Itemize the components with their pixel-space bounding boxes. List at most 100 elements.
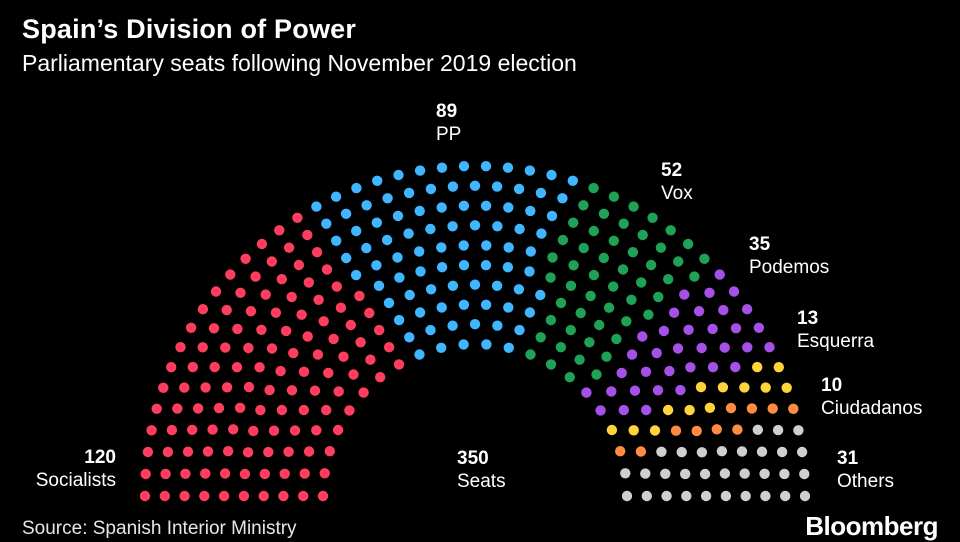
seat-socialists xyxy=(274,225,285,236)
seat-socialists xyxy=(374,324,385,336)
seat-others xyxy=(641,490,652,502)
seat-socialists xyxy=(197,304,209,315)
seat-pp xyxy=(524,307,536,318)
seat-ciudadanos xyxy=(691,425,702,437)
seat-pp xyxy=(525,246,536,257)
seat-ciudadanos xyxy=(711,424,722,435)
seat-podemos xyxy=(719,342,730,353)
seat-socialists xyxy=(299,468,310,479)
seat-socialists xyxy=(263,446,274,458)
seat-pp xyxy=(414,349,425,360)
seat-ciudadanos xyxy=(635,446,647,457)
seat-socialists xyxy=(393,359,405,370)
seat-socialists xyxy=(234,402,246,413)
seat-pp xyxy=(414,246,425,257)
seat-others xyxy=(681,490,692,502)
seat-socialists xyxy=(175,342,186,353)
seat-ciudadanos xyxy=(732,424,743,435)
seat-socialists xyxy=(321,264,333,275)
seat-esquerra xyxy=(760,382,771,393)
chart-title: Spain’s Division of Power xyxy=(22,14,357,44)
seat-socialists xyxy=(364,307,375,319)
seat-others xyxy=(696,447,708,458)
seat-ciudadanos xyxy=(767,403,778,414)
seat-socialists xyxy=(345,319,356,331)
seat-pp xyxy=(425,284,437,295)
seat-pp xyxy=(481,339,492,350)
seat-vox xyxy=(608,191,620,202)
seat-podemos xyxy=(652,385,664,396)
seat-others xyxy=(656,446,667,457)
seat-pp xyxy=(447,221,458,232)
seat-socialists xyxy=(228,424,239,435)
seat-pp xyxy=(340,208,352,219)
label-ciudadanos-name: Ciudadanos xyxy=(821,398,923,419)
seat-socialists xyxy=(221,304,232,316)
seat-socialists xyxy=(321,404,332,416)
label-podemos-name: Podemos xyxy=(749,257,830,278)
seat-pp xyxy=(415,266,426,277)
seat-others xyxy=(699,468,711,480)
seat-vox xyxy=(555,297,567,309)
seat-pp xyxy=(492,221,503,232)
seat-ciudadanos xyxy=(788,403,799,414)
seat-pp xyxy=(469,319,481,330)
seat-socialists xyxy=(303,277,314,288)
seat-others xyxy=(700,490,712,502)
label-ciudadanos: 10 Ciudadanos xyxy=(821,374,922,420)
seat-socialists xyxy=(221,382,233,393)
seat-vox xyxy=(591,369,602,380)
seat-socialists xyxy=(311,247,323,258)
seat-socialists xyxy=(243,381,255,393)
seat-socialists xyxy=(268,425,280,436)
seat-socialists xyxy=(264,384,275,396)
seat-socialists xyxy=(298,490,309,502)
seat-pp xyxy=(404,289,415,301)
seat-vox xyxy=(584,337,595,348)
seat-podemos xyxy=(606,386,617,397)
seat-vox xyxy=(682,238,694,250)
seat-others xyxy=(756,446,768,457)
seat-others xyxy=(799,490,811,502)
seat-esquerra xyxy=(662,404,674,416)
seat-vox xyxy=(647,212,658,223)
label-others-value: 31 xyxy=(837,448,859,469)
seat-vox xyxy=(565,324,576,336)
seat-pp xyxy=(567,175,578,186)
seat-socialists xyxy=(209,361,220,373)
seat-pp xyxy=(503,202,514,213)
seat-socialists xyxy=(259,468,270,480)
seat-esquerra xyxy=(752,361,763,373)
seat-socialists xyxy=(139,490,151,502)
seat-socialists xyxy=(179,382,190,393)
chart-subtitle: Parliamentary seats following November 2… xyxy=(22,50,577,76)
seat-socialists xyxy=(280,325,292,337)
seat-pp xyxy=(524,266,535,277)
seat-socialists xyxy=(222,446,234,457)
seat-pp xyxy=(502,162,514,173)
seat-podemos xyxy=(651,347,662,359)
seat-podemos xyxy=(637,331,648,342)
seat-podemos xyxy=(764,342,775,353)
seat-socialists xyxy=(279,468,290,479)
seat-ciudadanos xyxy=(615,446,626,457)
seat-pp xyxy=(458,299,470,310)
seat-socialists xyxy=(283,242,295,253)
seat-socialists xyxy=(344,405,355,416)
seat-pp xyxy=(524,165,536,176)
seat-podemos xyxy=(728,286,740,297)
seat-socialists xyxy=(358,387,369,398)
seat-socialists xyxy=(328,333,339,345)
seat-socialists xyxy=(276,274,287,285)
seat-socialists xyxy=(199,490,210,502)
seat-pp xyxy=(436,342,447,353)
seat-pp xyxy=(546,210,558,222)
seat-pp xyxy=(491,181,503,192)
seat-podemos xyxy=(675,384,686,396)
seat-socialists xyxy=(309,385,321,396)
seat-pp xyxy=(436,242,447,253)
label-pp-value: 89 xyxy=(436,101,458,122)
seat-socialists xyxy=(258,490,269,502)
seat-vox xyxy=(575,307,586,319)
seat-vox xyxy=(568,260,579,271)
